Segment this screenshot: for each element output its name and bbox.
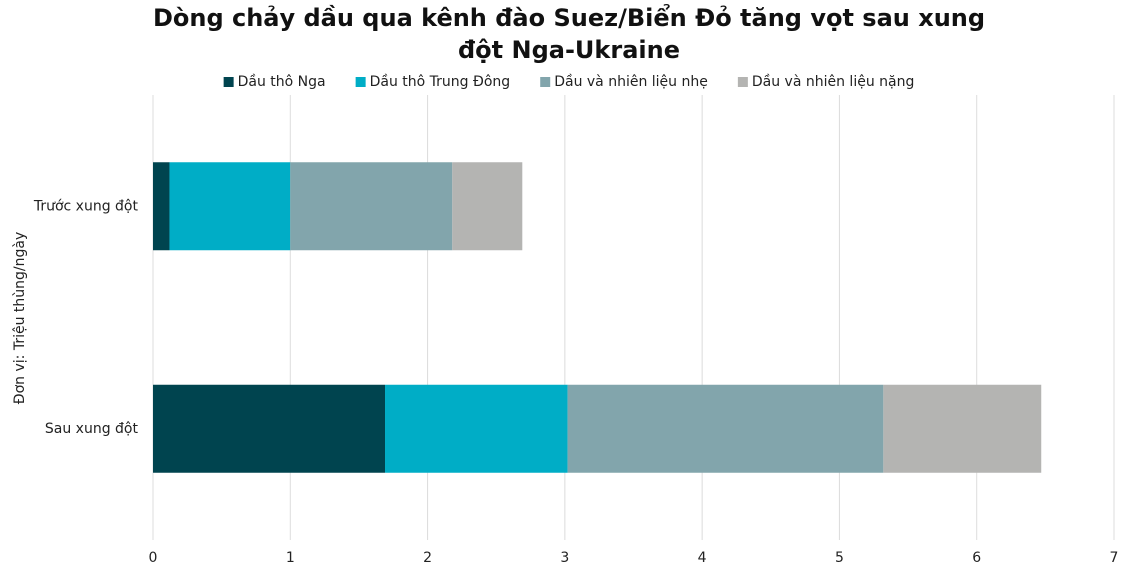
bar-segment [169, 162, 291, 251]
legend-label: Dầu và nhiên liệu nhẹ [554, 74, 708, 90]
bar-segment [385, 384, 568, 473]
y-tick-label: Sau xung đột [45, 421, 139, 437]
legend-label: Dầu thô Trung Đông [370, 74, 511, 90]
x-tick-label: 0 [149, 550, 158, 566]
bar-segment [567, 384, 884, 473]
x-tick-label: 3 [560, 550, 569, 566]
bar-segment [153, 384, 386, 473]
x-tick-label: 4 [698, 550, 707, 566]
x-tick-label: 2 [423, 550, 432, 566]
y-tick-label: Trước xung đột [33, 198, 139, 214]
y-axis-label: Đơn vị: Triệu thùng/ngày [12, 232, 28, 405]
x-tick-label: 5 [835, 550, 844, 566]
legend-swatch [223, 77, 234, 87]
legend-swatch [540, 77, 551, 87]
chart-title: Dòng chảy dầu qua kênh đào Suez/Biển Đỏ … [152, 4, 986, 64]
bar-segment [153, 162, 170, 251]
bar-segment [883, 384, 1042, 473]
x-tick-label: 7 [1110, 550, 1119, 566]
title-wrap: Dòng chảy dầu qua kênh đào Suez/Biển Đỏ … [0, 0, 1138, 66]
bar-segment [452, 162, 523, 251]
x-tick-label: 6 [972, 550, 981, 566]
legend-label: Dầu và nhiên liệu nặng [752, 74, 915, 90]
legend-swatch [355, 77, 366, 87]
legend-label: Dầu thô Nga [238, 74, 326, 90]
legend-swatch [737, 77, 748, 87]
bar-segment [290, 162, 453, 251]
x-tick-label: 1 [286, 550, 295, 566]
